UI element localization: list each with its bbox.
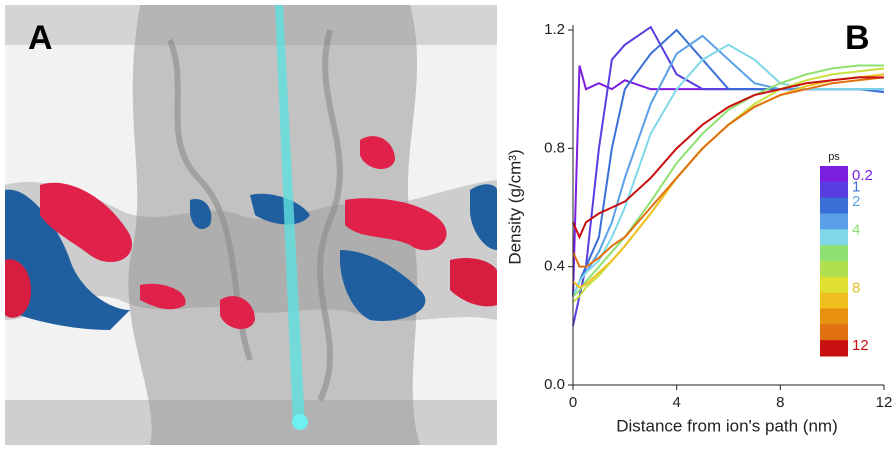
colorbar-tick-label: 8 — [852, 279, 860, 296]
panel-label: B — [845, 19, 870, 57]
colorbar-swatch — [820, 213, 848, 230]
colorbar-swatch — [820, 245, 848, 262]
colorbar-swatch — [820, 276, 848, 294]
y-tick-label: 0.4 — [544, 258, 565, 275]
x-tick-label: 12 — [876, 394, 893, 411]
y-tick-label: 0.8 — [544, 139, 565, 156]
y-axis-title: Density (g/cm³) — [505, 149, 524, 264]
x-tick-label: 4 — [672, 394, 680, 411]
colorbar-swatch — [820, 181, 848, 199]
colorbar-title: ps — [828, 151, 840, 163]
colorbar-tick-label: 0.2 — [852, 167, 873, 184]
colorbar-tick-label: 2 — [852, 193, 860, 210]
colorbar-swatch — [820, 292, 848, 309]
x-tick-label: 0 — [569, 394, 577, 411]
colorbar-swatch — [820, 324, 848, 341]
colorbar-tick-label: 1 — [852, 178, 860, 195]
data-line — [572, 76, 885, 268]
colorbar-swatch — [820, 166, 848, 183]
panel-a-image — [5, 5, 497, 445]
colorbar-tick-label: 4 — [852, 222, 860, 239]
colorbar-swatch — [820, 197, 848, 214]
x-tick-label: 8 — [776, 394, 784, 411]
colorbar-tick-label: 12 — [852, 337, 869, 354]
y-tick-label: 1.2 — [544, 21, 565, 38]
data-line — [572, 64, 884, 297]
panel-label: A — [28, 19, 53, 57]
colorbar-swatch — [820, 229, 848, 246]
y-tick-label: 0.0 — [544, 376, 565, 393]
data-line — [572, 43, 884, 297]
x-axis-title: Distance from ion's path (nm) — [616, 416, 838, 435]
colorbar-swatch — [820, 261, 848, 278]
data-line — [572, 76, 884, 240]
colorbar-swatch — [820, 340, 848, 357]
colorbar-swatch — [820, 308, 848, 325]
